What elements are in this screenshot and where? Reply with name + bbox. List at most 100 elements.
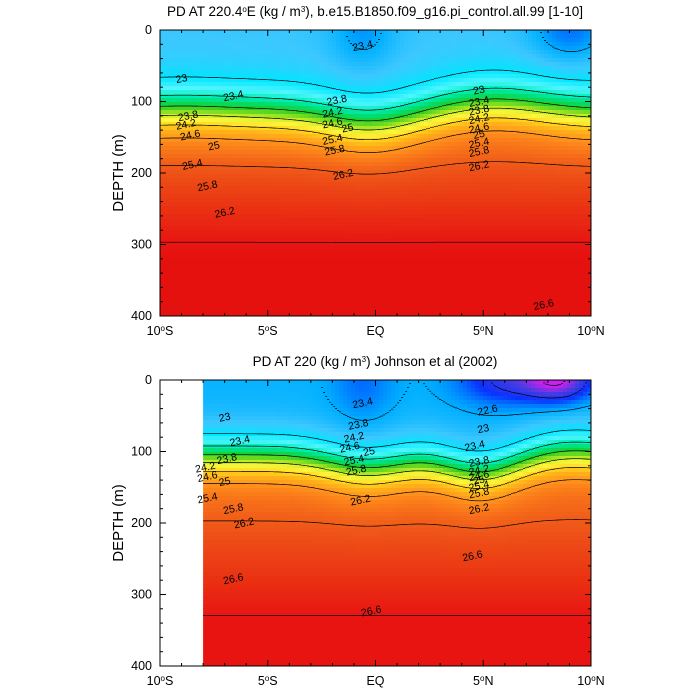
field-cell [224,170,229,175]
field-cell [280,310,285,315]
field-cell [332,46,337,51]
field-cell [328,110,333,115]
field-cell [276,190,281,195]
field-cell [328,122,333,127]
field-cell [340,302,345,307]
field-cell [432,198,437,203]
field-cell [208,186,213,191]
field-cell [352,270,357,275]
field-cell [308,110,313,115]
field-cell [212,58,217,63]
field-cell [216,78,221,83]
field-cell [432,30,437,35]
field-cell [372,62,377,67]
field-cell [400,138,405,143]
field-cell [164,138,169,143]
field-cell [380,74,385,79]
field-cell [240,286,245,291]
field-cell [180,174,185,179]
field-cell [260,66,265,71]
field-cell [228,266,233,271]
field-cell [432,146,437,151]
field-cell [276,234,281,239]
field-cell [220,310,225,315]
field-cell [252,126,257,131]
field-cell [396,238,401,243]
field-cell [412,86,417,91]
field-cell [164,190,169,195]
field-cell [196,238,201,243]
field-cell [408,150,413,155]
field-cell [184,78,189,83]
field-cell [192,214,197,219]
field-cell [404,306,409,311]
field-cell [212,294,217,299]
field-cell [176,46,181,51]
field-cell [428,30,433,35]
field-cell [364,34,369,39]
field-cell [412,294,417,299]
field-cell [416,182,421,187]
field-cell [184,194,189,199]
field-cell [220,222,225,227]
field-cell [184,110,189,115]
field-cell [176,94,181,99]
field-cell [300,254,305,259]
field-cell [384,146,389,151]
field-cell [272,234,277,239]
field-cell [240,102,245,107]
field-cell [312,114,317,119]
field-cell [264,210,269,215]
field-cell [412,230,417,235]
field-cell [400,94,405,99]
field-cell [220,290,225,295]
field-cell [196,230,201,235]
field-cell [424,274,429,279]
field-cell [348,170,353,175]
field-cell [264,38,269,43]
field-cell [428,54,433,59]
field-cell [192,126,197,131]
field-cell [316,214,321,219]
field-cell [288,270,293,275]
field-cell [332,206,337,211]
field-cell [252,90,257,95]
field-cell [312,86,317,91]
field-cell [232,134,237,139]
field-cell [212,154,217,159]
field-cell [392,202,397,207]
field-cell [300,50,305,55]
field-cell [220,278,225,283]
field-cell [400,70,405,75]
field-cell [212,146,217,151]
field-cell [288,154,293,159]
field-cell [192,70,197,75]
field-cell [256,126,261,131]
field-cell [380,218,385,223]
field-cell [264,90,269,95]
field-cell [308,94,313,99]
field-cell [268,278,273,283]
field-cell [424,190,429,195]
field-cell [260,198,265,203]
field-cell [384,286,389,291]
field-cell [212,106,217,111]
field-cell [320,166,325,171]
field-cell [216,122,221,127]
field-cell [332,290,337,295]
field-cell [172,90,177,95]
field-cell [176,110,181,115]
field-cell [388,78,393,83]
field-cell [212,162,217,167]
field-cell [308,154,313,159]
field-cell [428,130,433,135]
field-cell [184,246,189,251]
field-cell [208,98,213,103]
field-cell [412,70,417,75]
field-cell [424,98,429,103]
field-cell [284,82,289,87]
field-cell [216,50,221,55]
field-cell [212,182,217,187]
field-cell [204,218,209,223]
field-cell [420,74,425,79]
